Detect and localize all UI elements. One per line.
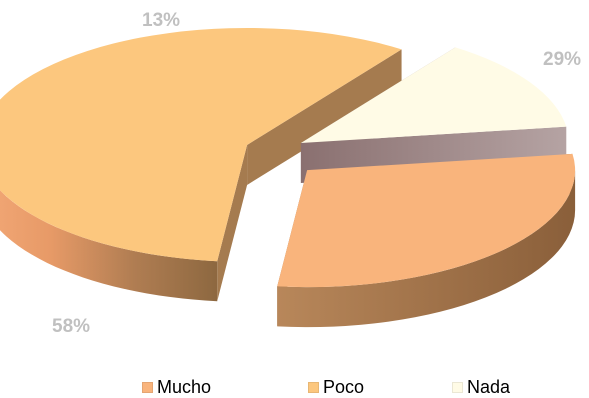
data-label-nada: 13% (142, 10, 181, 31)
legend-label: Mucho (157, 376, 212, 397)
slice-wall-poco-0 (217, 144, 248, 302)
slice-poco (0, 27, 402, 262)
slice-rim-mucho (277, 170, 576, 328)
legend-item-nada: Nada (452, 376, 510, 398)
legend-swatch-mucho (142, 381, 153, 393)
data-label-poco: 58% (52, 316, 91, 337)
slice-wall-poco-1 (247, 49, 402, 185)
slice-rim-poco (0, 190, 218, 302)
data-label-mucho: 29% (543, 49, 582, 70)
slice-nada (300, 47, 567, 143)
legend-label: Poco (323, 376, 365, 397)
legend-label: Nada (467, 376, 511, 397)
legend: Mucho Poco Nada (0, 376, 589, 398)
legend-swatch-nada (452, 381, 463, 393)
legend-item-poco: Poco (308, 376, 364, 398)
legend-item-mucho: Mucho (142, 376, 211, 398)
legend-swatch-poco (308, 381, 319, 393)
slice-mucho (277, 153, 576, 288)
